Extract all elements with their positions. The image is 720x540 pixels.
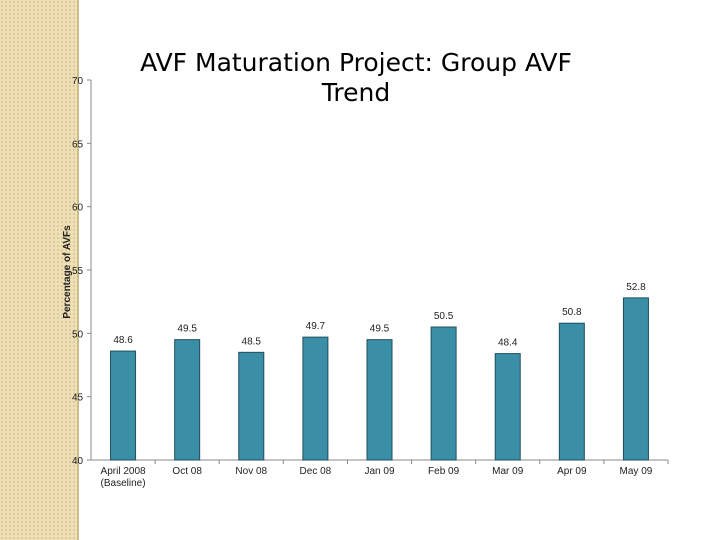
bar bbox=[622, 297, 649, 461]
x-category-label: May 09 bbox=[620, 466, 653, 477]
bar bbox=[174, 339, 201, 461]
data-label: 50.8 bbox=[562, 307, 582, 318]
y-tick-label: 45 bbox=[72, 393, 84, 404]
sidebar-divider bbox=[77, 0, 79, 540]
x-category-label: Nov 08 bbox=[235, 466, 267, 477]
x-category-label: Oct 08 bbox=[172, 466, 202, 477]
x-category-label: April 2008 bbox=[101, 466, 146, 477]
x-category-label: Dec 08 bbox=[300, 466, 332, 477]
bar bbox=[430, 326, 457, 461]
data-labels: 48.6 49.5 48.5 49.7 49.5 50.5 48.4 50.8 52.8 bbox=[113, 282, 646, 349]
bar bbox=[238, 351, 265, 461]
bar bbox=[366, 339, 393, 461]
y-tick-label: 55 bbox=[72, 266, 84, 277]
y-tick-label: 50 bbox=[72, 329, 84, 340]
data-label: 52.8 bbox=[626, 282, 646, 293]
bar bbox=[494, 353, 521, 461]
x-axis-categories: April 2008(Baseline) Oct 08 Nov 08 Dec 08 Ja… bbox=[101, 460, 669, 489]
data-label: 50.5 bbox=[434, 311, 454, 322]
data-label: 49.5 bbox=[370, 324, 390, 335]
y-axis-label: Percentage of AVFs bbox=[62, 225, 73, 319]
x-category-label: Mar 09 bbox=[492, 466, 524, 477]
chart-title: AVF Maturation Project: Group AVF Trend bbox=[110, 48, 602, 108]
y-axis-ticks: 40 45 50 55 60 65 70 bbox=[72, 76, 91, 467]
data-label: 49.7 bbox=[306, 321, 326, 332]
y-tick-label: 60 bbox=[72, 203, 84, 214]
data-label: 48.5 bbox=[242, 336, 262, 347]
y-tick-label: 40 bbox=[72, 456, 84, 467]
x-category-label: Apr 09 bbox=[557, 466, 587, 477]
chart-title-line-2: Trend bbox=[321, 78, 391, 107]
y-tick-label: 70 bbox=[72, 76, 84, 87]
chart-title-line-1: AVF Maturation Project: Group AVF bbox=[140, 48, 572, 77]
data-label: 48.6 bbox=[113, 335, 133, 346]
bar-series bbox=[110, 297, 649, 461]
data-label: 48.4 bbox=[498, 338, 518, 349]
x-category-label: (Baseline) bbox=[101, 478, 146, 489]
bar bbox=[558, 322, 585, 461]
bar bbox=[302, 336, 329, 461]
bar bbox=[110, 350, 137, 461]
y-tick-label: 65 bbox=[72, 139, 84, 150]
x-category-label: Feb 09 bbox=[428, 466, 460, 477]
decorative-sidebar bbox=[0, 0, 77, 540]
data-label: 49.5 bbox=[177, 324, 197, 335]
x-category-label: Jan 09 bbox=[364, 466, 394, 477]
